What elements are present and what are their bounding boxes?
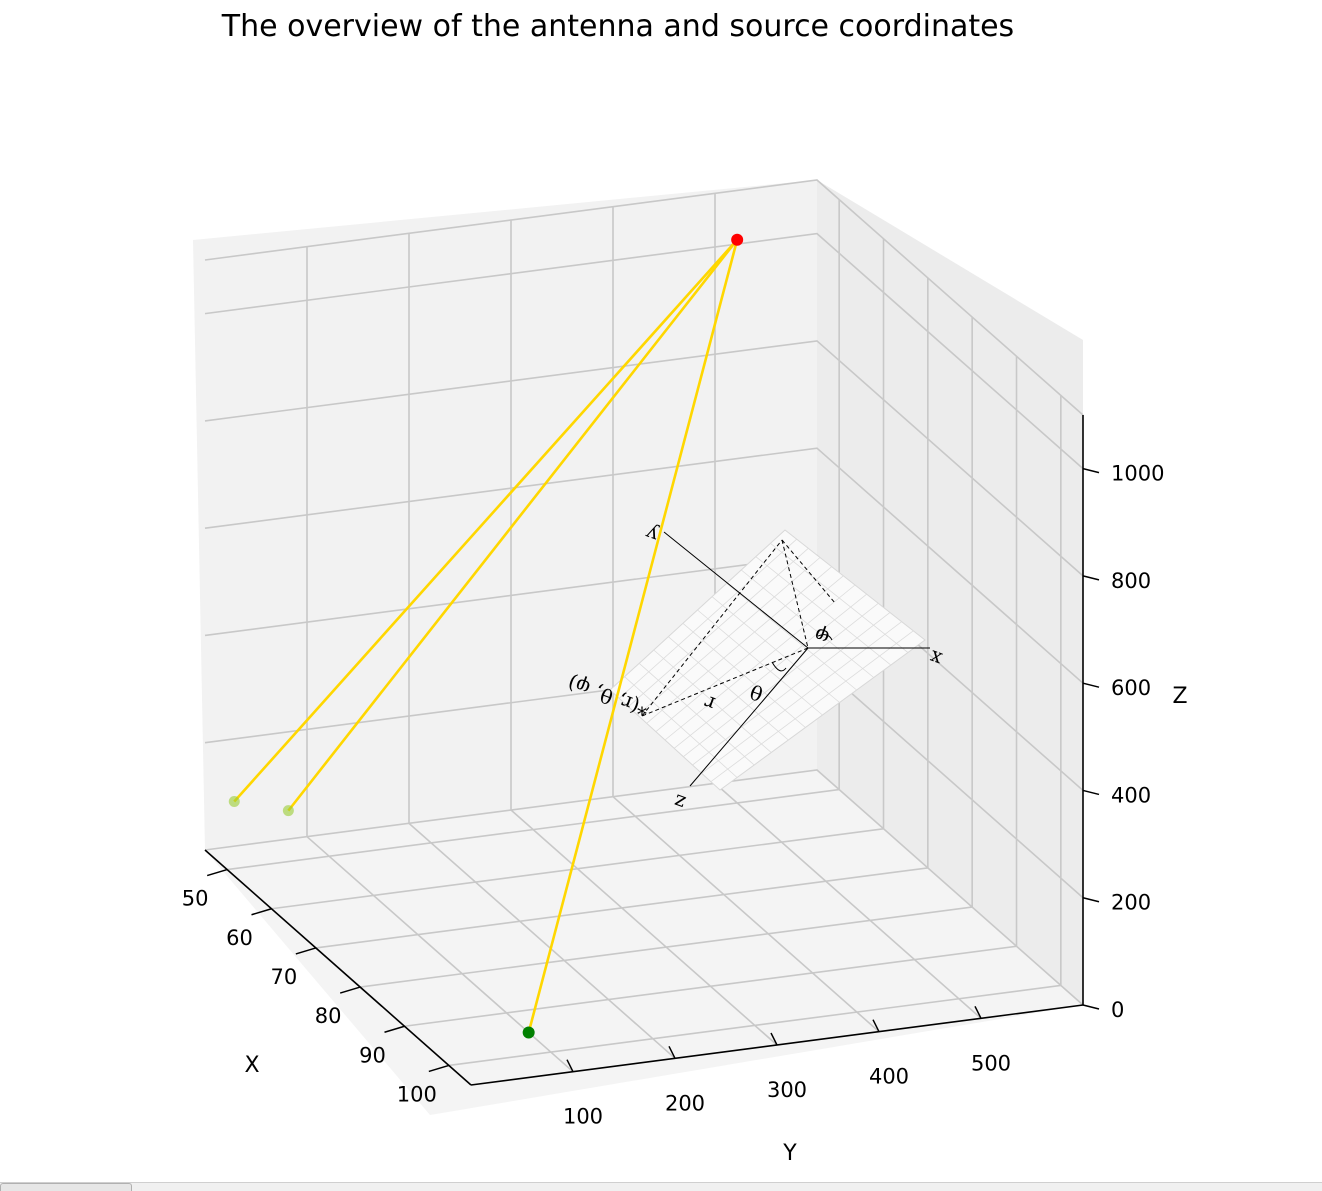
z-tick-label: 0 [1111,998,1124,1022]
z-tick [1082,682,1100,688]
z-tick-label: 400 [1111,783,1151,807]
y-tick [974,1005,982,1019]
z-tick-label: 200 [1111,891,1151,915]
antenna-point [282,805,294,817]
chart-title: The overview of the antenna and source c… [221,9,1014,44]
x-tick [339,986,361,994]
z-gridline [204,232,1084,470]
x-tick-label: 100 [397,1082,437,1106]
y-tick-label: 100 [563,1105,603,1129]
antenna-point [522,1026,535,1039]
window-bottom-strip [0,1182,1322,1191]
window-bottom-tab[interactable] [0,1183,132,1191]
x-tick [384,1025,405,1033]
z-gridline [204,340,1084,577]
z-tick [1082,789,1100,796]
y-tick [668,1045,676,1059]
z-axis-label: Z [1172,684,1187,709]
x-tick [251,908,272,916]
z-tick [1082,467,1100,474]
z-gridline [204,447,1084,684]
floor-pane-xy [205,770,1083,1115]
x-axis-label: X [244,1053,259,1078]
inset-grid-line [710,630,914,782]
z-tick-label: 1000 [1111,462,1164,486]
inset-projection-line [781,539,809,649]
antenna-point [228,796,240,808]
antenna-source-line [527,239,739,1033]
antenna-source-line [233,238,739,803]
inset-z-axis [689,647,809,787]
inset-r-vector [641,647,809,717]
inset-coordinate-diagram: * [609,529,930,791]
axes: 50 60 70 80 90 100 100 200 300 400 500 0 200 400 600 80… [182,415,1164,1129]
source-point [731,233,744,246]
x-tick-label: 90 [359,1043,386,1067]
y-tick [770,1032,778,1046]
z-gridline [204,769,1084,1006]
z-gridline [204,179,1084,416]
x-tick [428,1064,450,1073]
x-tick-label: 80 [315,1004,342,1028]
y-tick [566,1059,574,1073]
z-tick-label: 600 [1111,676,1151,700]
inset-grid-line [624,676,738,778]
x-tick-label: 70 [270,965,297,989]
x-axis-line [204,849,472,1086]
inset-y-axis [663,531,809,649]
inset-theta-arc [771,661,787,672]
y-axis-label: Y [782,1141,797,1166]
y-tick-label: 400 [869,1065,909,1089]
z-tick [1082,1004,1100,1010]
inset-point-marker: * [637,702,647,726]
z-tick [1082,896,1100,903]
x-tick-label: 60 [226,926,253,950]
y-tick-label: 300 [767,1078,807,1102]
x-tick-label: 50 [182,887,209,911]
z-tick-label: 800 [1111,569,1151,593]
inset-grid-line [638,663,755,766]
data-points [228,233,744,1039]
y-tick-label: 200 [665,1091,705,1115]
inset-phi-arc [817,634,833,641]
antenna-source-line [287,238,739,812]
signal-lines [233,238,739,1033]
inset-projection-line [641,539,783,717]
x-tick [295,947,317,955]
z-tick [1082,575,1100,581]
x-tick [206,868,228,877]
y-tick-label: 500 [971,1051,1011,1075]
y-tick [872,1019,880,1033]
